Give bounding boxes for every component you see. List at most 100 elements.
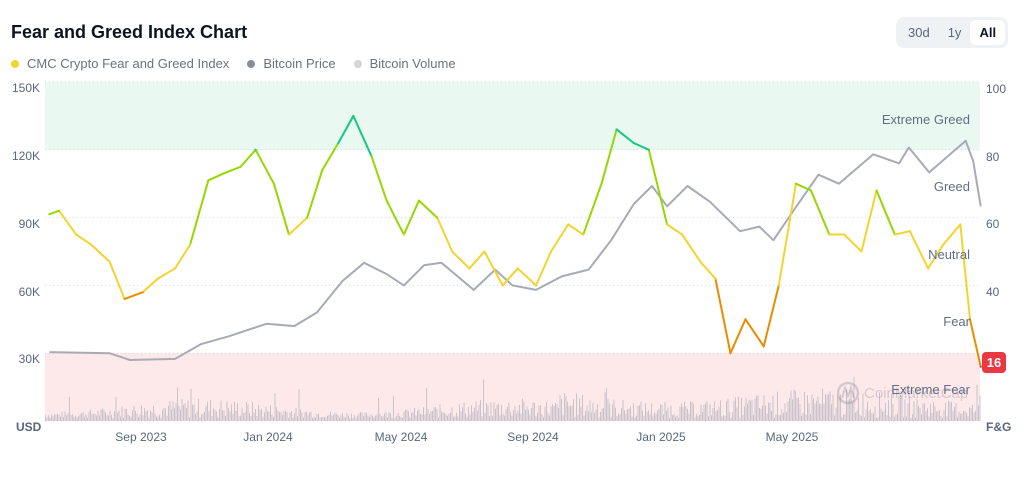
fear-greed-line-segment (714, 277, 732, 355)
volume-bar (45, 415, 46, 421)
range-1y-button[interactable]: 1y (939, 20, 971, 45)
fear-greed-point (550, 250, 553, 253)
volume-bar (364, 412, 366, 421)
volume-bar (228, 407, 229, 421)
volume-bar (267, 411, 268, 421)
fear-greed-line-segment (501, 267, 519, 287)
volume-bar (402, 417, 403, 421)
volume-bar (558, 408, 559, 421)
volume-bar (508, 402, 510, 421)
volume-bar (465, 413, 466, 421)
volume-bar (570, 405, 571, 421)
volume-bar (297, 416, 298, 421)
volume-bar (978, 405, 979, 421)
volume-bar (619, 414, 621, 421)
left-axis-label: USD (16, 420, 42, 434)
volume-bar (922, 403, 924, 421)
volume-bar (744, 406, 745, 421)
volume-bar (844, 414, 846, 421)
volume-bar (153, 405, 154, 421)
volume-bar (535, 416, 537, 421)
volume-bar (205, 406, 207, 421)
fear-greed-point (156, 277, 159, 280)
volume-bar (222, 410, 223, 421)
volume-bar (748, 399, 750, 421)
volume-bar (93, 414, 94, 421)
volume-bar (412, 412, 414, 421)
volume-bar (88, 412, 90, 421)
volume-bar (859, 414, 861, 421)
volume-bar (369, 416, 370, 421)
volume-bar (81, 413, 82, 421)
volume-bar (916, 398, 918, 421)
legend-item-bitcoin-price[interactable]: Bitcoin Price (247, 56, 336, 71)
volume-bar (178, 405, 180, 421)
volume-bar (615, 407, 616, 421)
volume-bar (249, 413, 250, 421)
volume-bar (333, 414, 334, 421)
fear-greed-point (141, 291, 144, 294)
volume-bar (693, 403, 694, 421)
volume-bar (897, 413, 898, 421)
volume-bar (577, 414, 579, 421)
volume-bar (553, 405, 555, 421)
right-tick-label: 100 (986, 82, 1006, 96)
fear-greed-point (567, 223, 570, 226)
volume-bar (388, 412, 390, 421)
fear-greed-line-segment (810, 189, 831, 236)
volume-bar (291, 411, 292, 421)
volume-bar (705, 403, 706, 421)
volume-bar (690, 401, 691, 421)
volume-bar (126, 409, 127, 421)
volume-bar (219, 409, 220, 421)
volume-bar (538, 405, 540, 421)
volume-bar (552, 404, 553, 421)
volume-bar (772, 395, 774, 421)
fear-greed-point (600, 182, 603, 185)
volume-bar (816, 400, 817, 421)
volume-bar (519, 404, 520, 421)
right-tick-label: 40 (986, 285, 1000, 299)
volume-bar (796, 397, 798, 421)
range-30d-button[interactable]: 30d (899, 20, 939, 45)
volume-bar (802, 412, 804, 421)
volume-bar (132, 410, 133, 421)
volume-bar (114, 411, 115, 421)
volume-bar (889, 416, 891, 421)
volume-bar (295, 407, 297, 421)
volume-bar (589, 400, 591, 421)
volume-bar (625, 413, 627, 421)
volume-bar (688, 413, 690, 421)
volume-bar (858, 398, 859, 421)
legend-item-fear-greed[interactable]: CMC Crypto Fear and Greed Index (11, 56, 229, 71)
fear-greed-line-segment (893, 230, 911, 236)
volume-bar (285, 410, 286, 421)
volume-bar (571, 405, 573, 421)
volume-bar (60, 416, 61, 421)
legend-dot-icon (247, 59, 256, 68)
legend-item-bitcoin-volume[interactable]: Bitcoin Volume (353, 56, 456, 71)
left-tick-label: 60K (19, 285, 40, 299)
volume-bar (934, 406, 936, 421)
legend-label: Bitcoin Volume (369, 56, 456, 71)
volume-bar (246, 402, 247, 421)
volume-bar (598, 417, 600, 421)
volume-bar (559, 395, 561, 421)
volume-bar (70, 414, 72, 421)
volume-bar (294, 413, 295, 421)
range-all-button[interactable]: All (970, 20, 1006, 45)
left-tick-label: 30K (19, 352, 40, 366)
volume-bar (163, 408, 165, 421)
volume-bar (804, 392, 805, 421)
volume-bar (580, 406, 582, 421)
volume-bar (217, 416, 219, 421)
volume-bar (231, 404, 232, 421)
volume-bar (165, 408, 166, 421)
volume-bar (808, 403, 810, 421)
volume-bar (663, 414, 664, 421)
volume-bar (960, 413, 961, 421)
volume-bar (391, 417, 393, 421)
volume-bar (786, 412, 787, 421)
volume-bar (73, 416, 75, 421)
